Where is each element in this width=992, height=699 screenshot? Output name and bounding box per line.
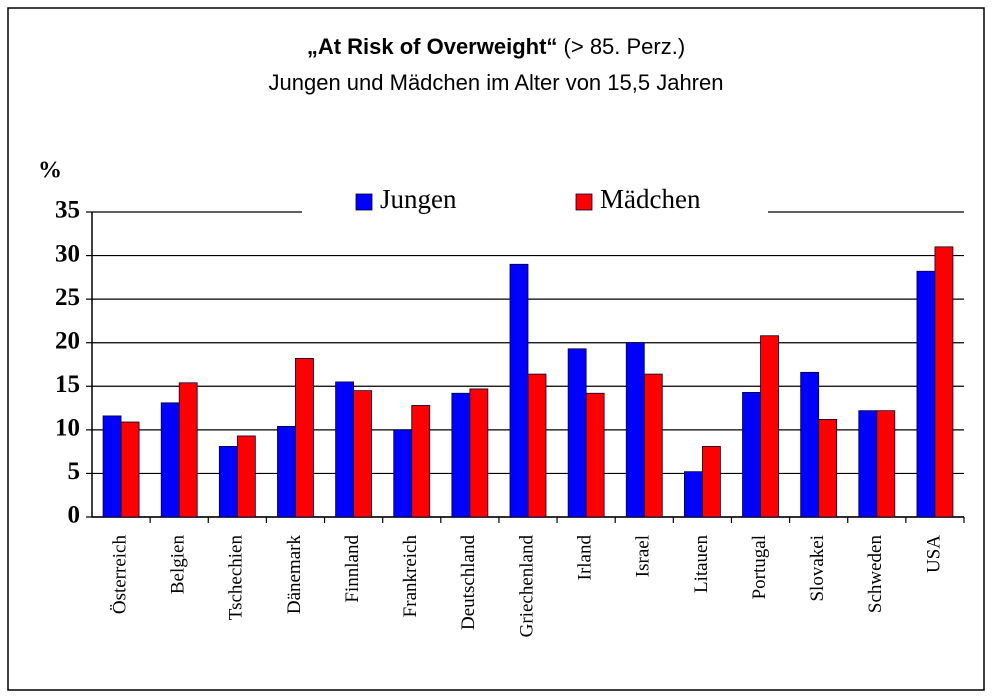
y-axis-label: %	[38, 158, 62, 184]
bar	[353, 390, 373, 518]
bar	[509, 263, 529, 518]
x-tick-label: Finnland	[342, 535, 363, 603]
legend-swatch	[355, 193, 373, 211]
bar	[120, 421, 140, 518]
chart-title-line: „At Risk of Overweight“ (> 85. Perz.)	[307, 34, 685, 59]
bar	[178, 382, 198, 518]
legend-background	[302, 182, 768, 226]
x-tick-label: USA	[923, 535, 944, 573]
bar	[411, 405, 431, 518]
bar	[451, 392, 471, 518]
bar	[393, 429, 413, 518]
bar	[527, 373, 547, 518]
legend-label: Jungen	[380, 184, 457, 214]
chart-title-suffix: (> 85. Perz.)	[564, 34, 686, 59]
bar	[160, 402, 180, 518]
y-tick-label: 0	[68, 502, 81, 529]
frame	[7, 7, 985, 691]
bar	[800, 371, 820, 518]
bar	[469, 388, 489, 518]
bar	[742, 391, 761, 518]
y-tick-label: 30	[55, 240, 80, 267]
x-tick-label: Tschechien	[226, 535, 247, 621]
y-tick-label: 15	[55, 371, 80, 398]
x-tick-label: Slovakei	[807, 535, 828, 602]
bar	[102, 415, 122, 518]
bar	[585, 392, 605, 518]
bar	[295, 357, 314, 518]
bar	[934, 246, 954, 518]
bar	[858, 410, 878, 518]
y-tick-label: 5	[68, 458, 81, 485]
legend-label: Mädchen	[600, 184, 701, 214]
bar	[818, 418, 838, 518]
x-tick-label: Israel	[633, 535, 654, 577]
bar	[218, 446, 238, 518]
x-tick-label: Dänemark	[284, 535, 305, 615]
y-tick-label: 10	[55, 415, 80, 442]
bar	[760, 335, 779, 518]
legend-swatch	[575, 193, 593, 211]
bar	[567, 348, 587, 518]
x-tick-label: Schweden	[865, 535, 886, 614]
bar	[684, 471, 703, 518]
x-tick-label: Portugal	[749, 535, 770, 599]
y-tick-label: 20	[55, 327, 80, 354]
bar	[335, 381, 355, 518]
x-tick-label: Belgien	[168, 535, 189, 595]
bar	[702, 446, 721, 518]
bar	[916, 270, 936, 518]
x-tick-label: Litauen	[691, 535, 712, 594]
y-tick-label: 25	[55, 284, 80, 311]
bar	[277, 425, 296, 518]
x-tick-label: Deutschland	[458, 535, 479, 630]
x-tick-label: Griechenland	[516, 535, 537, 638]
bar	[236, 435, 256, 518]
x-tick-label: Österreich	[109, 535, 130, 615]
bar	[625, 342, 645, 518]
x-tick-label: Irland	[574, 535, 595, 581]
bar	[876, 410, 896, 518]
y-tick-label: 35	[55, 197, 80, 224]
x-tick-label: Frankreich	[400, 535, 421, 618]
bar	[643, 373, 663, 518]
chart-title: „At Risk of Overweight“	[307, 34, 558, 59]
chart-subtitle: Jungen und Mädchen im Alter von 15,5 Jah…	[269, 70, 724, 95]
